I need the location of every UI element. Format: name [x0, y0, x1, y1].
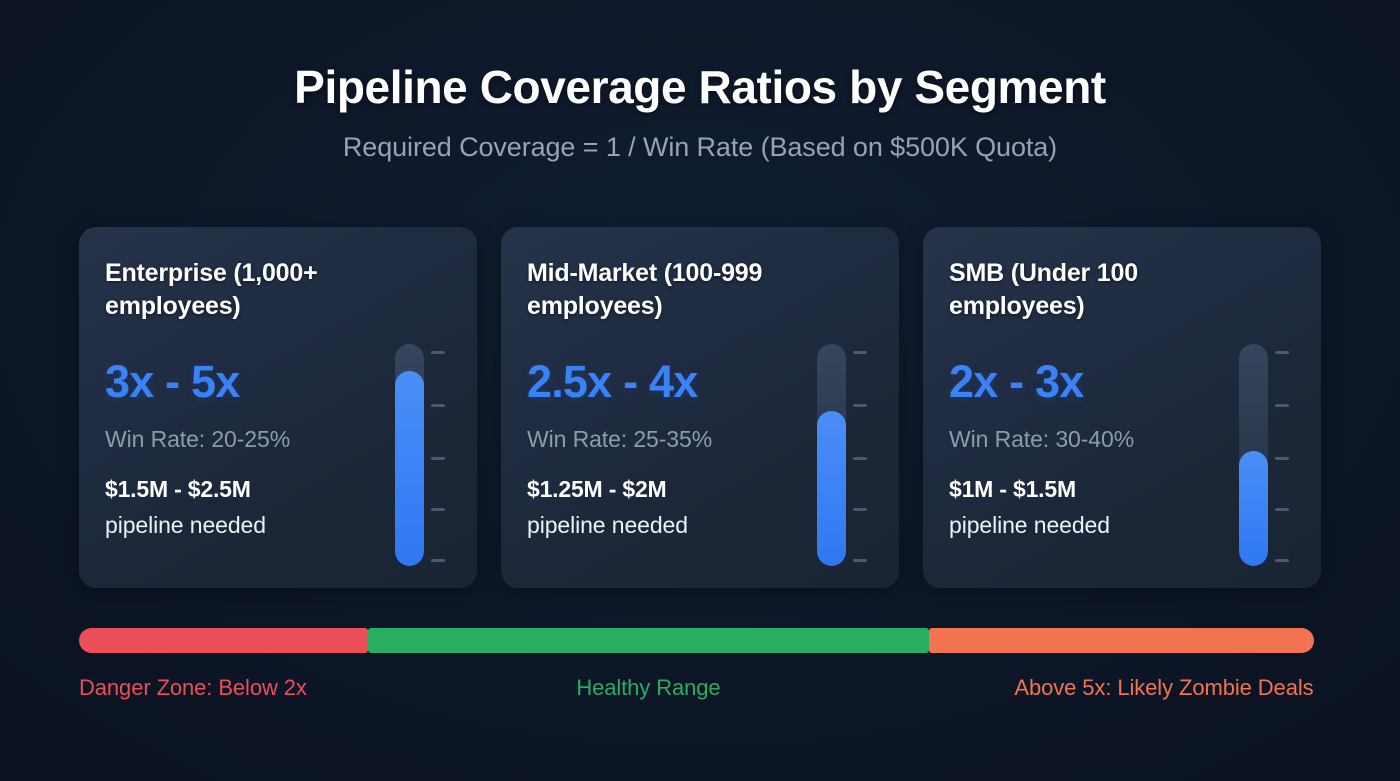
gauge-tick-icon: [853, 508, 867, 512]
legend-segment-healthy: [368, 628, 929, 653]
segment-card-mid-market[interactable]: Mid-Market (100-999 employees) 2.5x - 4x…: [501, 227, 899, 588]
gauge-fill: [817, 410, 846, 566]
page-subtitle: Required Coverage = 1 / Win Rate (Based …: [342, 131, 1058, 162]
legend-label-danger: Danger Zone: Below 2x: [79, 675, 307, 700]
gauge-tick-icon: [431, 350, 445, 354]
legend-label-zombie: Above 5x: Likely Zombie Deals: [1014, 675, 1314, 700]
pipeline-amount: $1.5M - $2.5M: [105, 476, 251, 503]
segment-card-title: Mid-Market (100-999 employees): [527, 259, 763, 321]
win-rate-label: Win Rate: 25-35%: [527, 425, 713, 452]
win-rate-label: Win Rate: 20-25%: [105, 425, 291, 452]
segment-card-smb[interactable]: SMB (Under 100 employees) 2x - 3x Win Ra…: [923, 227, 1321, 588]
coverage-gauge: [817, 344, 877, 568]
gauge-tick-icon: [853, 457, 867, 461]
gauge-tick-icon: [1275, 508, 1289, 512]
coverage-gauge: [395, 344, 455, 568]
gauge-tick-icon: [431, 457, 445, 461]
coverage-ratio-value: 3x - 5x: [105, 355, 240, 407]
coverage-ratio-value: 2.5x - 4x: [527, 355, 698, 407]
gauge-tick-icon: [1275, 350, 1289, 354]
gauge-tick-icon: [431, 403, 445, 407]
legend-segment-zombie: [928, 628, 1314, 653]
pipeline-amount: $1M - $1.5M: [949, 476, 1076, 503]
gauge-fill: [395, 370, 424, 566]
gauge-track: [817, 344, 846, 566]
page-title: Pipeline Coverage Ratios by Segment: [294, 61, 1106, 113]
segment-card-title: Enterprise (1,000+ employees): [105, 259, 318, 321]
gauge-tick-icon: [1275, 403, 1289, 407]
gauge-tick-icon: [431, 508, 445, 512]
gauge-track: [395, 344, 424, 566]
gauge-tick-icon: [1275, 457, 1289, 461]
segment-card-title: SMB (Under 100 employees): [949, 259, 1138, 321]
legend-segment-danger: [79, 628, 369, 653]
gauge-tick-marks: [1275, 344, 1291, 566]
gauge-tick-marks: [853, 344, 869, 566]
coverage-legend-labels: Danger Zone: Below 2x Healthy Range Abov…: [79, 671, 1321, 705]
gauge-tick-icon: [431, 559, 445, 563]
segment-cards: Enterprise (1,000+ employees) 3x - 5x Wi…: [79, 227, 1321, 588]
pipeline-amount-caption: pipeline needed: [105, 511, 266, 538]
gauge-tick-icon: [853, 350, 867, 354]
pipeline-amount: $1.25M - $2M: [527, 476, 667, 503]
win-rate-label: Win Rate: 30-40%: [949, 425, 1135, 452]
pipeline-amount-caption: pipeline needed: [527, 511, 688, 538]
legend-label-healthy: Healthy Range: [576, 675, 721, 700]
gauge-track: [1239, 344, 1268, 566]
gauge-tick-marks: [431, 344, 447, 566]
coverage-legend-bar: [79, 628, 1321, 653]
coverage-gauge: [1239, 344, 1299, 568]
gauge-tick-icon: [853, 403, 867, 407]
gauge-tick-icon: [853, 559, 867, 563]
pipeline-amount-caption: pipeline needed: [949, 511, 1110, 538]
gauge-tick-icon: [1275, 559, 1289, 563]
header: Pipeline Coverage Ratios by Segment Requ…: [0, 61, 1400, 163]
segment-card-enterprise[interactable]: Enterprise (1,000+ employees) 3x - 5x Wi…: [79, 227, 477, 588]
coverage-ratio-value: 2x - 3x: [949, 355, 1084, 407]
gauge-fill: [1239, 450, 1268, 566]
